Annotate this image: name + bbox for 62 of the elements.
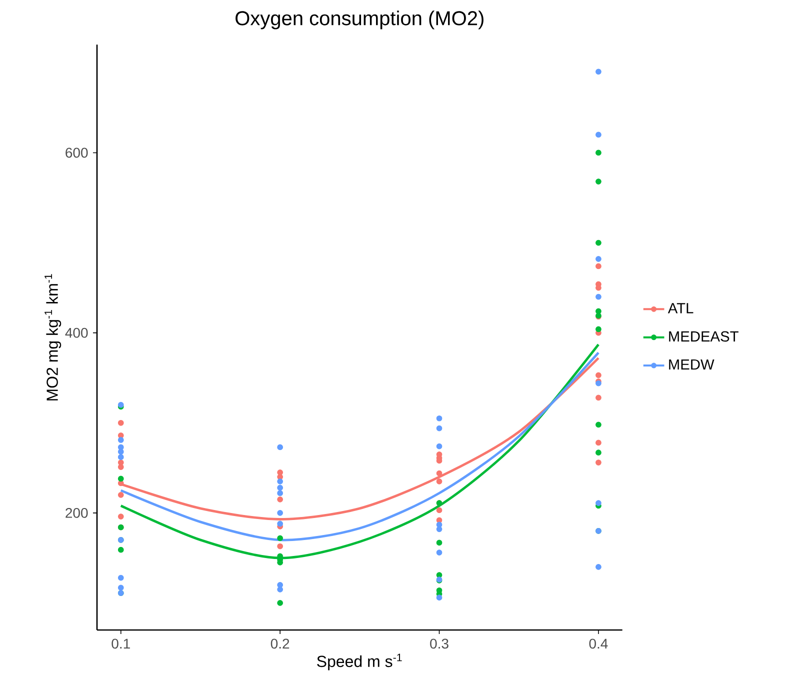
point [596, 440, 602, 446]
point [277, 478, 284, 484]
point [118, 420, 124, 426]
legend-label: MEDEAST [669, 331, 738, 342]
y-axis-title: MO2 mg kg$^{-1}$ km$^{-1}$ [44, 274, 62, 400]
point [436, 415, 442, 422]
point [277, 520, 284, 527]
point [596, 500, 602, 506]
x-axis-title: Speed m s$^{-1}$ [317, 654, 402, 670]
point [277, 535, 284, 542]
point [596, 564, 602, 570]
point [277, 496, 284, 502]
point [277, 510, 284, 516]
point [436, 443, 442, 450]
point [277, 582, 284, 588]
x-tick-label: 0.4 [589, 638, 608, 649]
legend-label: ATL [668, 303, 694, 314]
point [118, 437, 124, 443]
x-tick-label: 0.1 [112, 638, 130, 649]
x-tick-label: 0.3 [430, 638, 448, 649]
legend-label: MEDW [669, 359, 714, 370]
point [596, 68, 602, 75]
point [436, 478, 442, 484]
y-tick-label: 200 [66, 508, 88, 518]
point [118, 492, 124, 498]
point [277, 600, 284, 606]
point [596, 263, 602, 270]
point [436, 507, 442, 514]
point [596, 394, 602, 401]
point [277, 586, 284, 592]
point [596, 326, 602, 332]
point [277, 484, 284, 491]
point [596, 256, 602, 262]
point [596, 240, 602, 246]
point [436, 594, 442, 601]
point [436, 540, 442, 546]
point [277, 543, 284, 550]
y-tick-label: 400 [65, 328, 88, 338]
point [118, 454, 124, 460]
point [596, 132, 602, 138]
x-tick-label: 0.2 [270, 638, 290, 649]
point [436, 470, 442, 476]
point [118, 574, 124, 581]
point [118, 514, 124, 520]
point [596, 372, 602, 378]
point [596, 460, 602, 466]
chart-title: Oxygen consumption (MO2) [236, 10, 484, 30]
point [118, 476, 124, 482]
point [596, 178, 602, 184]
point [436, 550, 442, 556]
point [436, 425, 442, 432]
point [596, 450, 602, 456]
point [277, 469, 284, 476]
point [277, 444, 284, 450]
point [118, 464, 124, 470]
point [277, 490, 284, 496]
point [596, 422, 602, 428]
y-tick-label: 600 [66, 148, 88, 158]
point [118, 546, 124, 553]
point [596, 294, 602, 300]
point [118, 584, 124, 591]
point [596, 150, 602, 156]
